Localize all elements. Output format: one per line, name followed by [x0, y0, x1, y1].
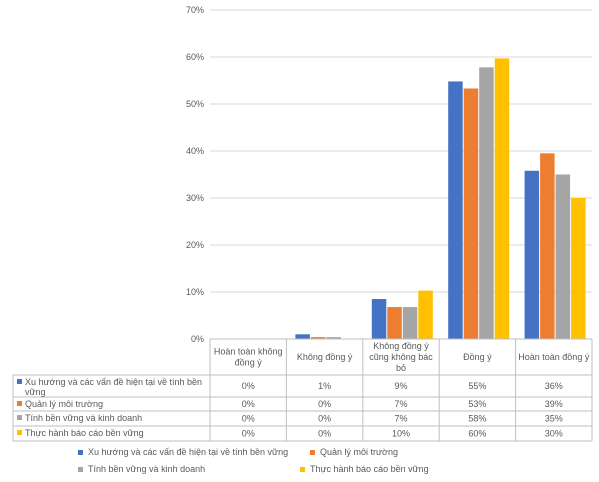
- legend-swatch: [78, 466, 83, 472]
- table-legend-key: [17, 430, 22, 435]
- legend-swatch: [310, 449, 315, 455]
- bar: [371, 299, 387, 339]
- table-value: 9%: [394, 381, 407, 391]
- category-label: bỏ: [396, 363, 406, 373]
- bar: [448, 81, 463, 339]
- bar: [540, 153, 555, 339]
- category-label: Không đồng ý: [373, 341, 429, 351]
- table-value: 0%: [242, 414, 255, 424]
- bar: [479, 67, 494, 339]
- legend-item: Thực hành báo cáo bền vững: [300, 464, 429, 474]
- table-series-label: vững: [25, 387, 46, 397]
- table-series-label: Thực hành báo cáo bền vững: [25, 428, 144, 438]
- table-value: 39%: [545, 399, 563, 409]
- legend-item: Tính bền vững và kinh doanh: [78, 464, 205, 474]
- category-label: Hoàn toàn không: [214, 347, 283, 357]
- y-tick-label: 60%: [186, 52, 204, 62]
- table-value: 30%: [545, 429, 563, 439]
- table-value: 53%: [468, 399, 486, 409]
- category-label: Hoàn toàn đồng ý: [518, 352, 590, 362]
- y-tick-label: 10%: [186, 287, 204, 297]
- bar: [555, 174, 571, 339]
- legend-swatch: [300, 466, 305, 472]
- category-label: Đồng ý: [463, 352, 492, 362]
- table-series-label: Quản lý môi trường: [25, 399, 103, 409]
- table-value: 60%: [468, 429, 486, 439]
- y-tick-label: 70%: [186, 5, 204, 15]
- table-value: 58%: [468, 414, 486, 424]
- bar: [310, 337, 326, 339]
- y-tick-label: 20%: [186, 240, 204, 250]
- table-value: 0%: [242, 381, 255, 391]
- y-tick-label: 0%: [191, 334, 204, 344]
- table-value: 0%: [318, 414, 331, 424]
- legend-label: Tính bền vững và kinh doanh: [88, 464, 206, 474]
- category-label: Không đồng ý: [297, 352, 353, 362]
- legend-swatch: [78, 449, 83, 455]
- legend-item: Quản lý môi trường: [310, 447, 398, 457]
- table-value: 10%: [392, 429, 410, 439]
- table-value: 7%: [394, 399, 407, 409]
- y-tick-label: 30%: [186, 193, 204, 203]
- bar: [295, 334, 310, 339]
- table-value: 0%: [318, 399, 331, 409]
- y-tick-label: 40%: [186, 146, 204, 156]
- bar: [571, 198, 586, 339]
- table-legend-key: [17, 401, 22, 406]
- table-value: 1%: [318, 381, 331, 391]
- bar: [402, 307, 418, 339]
- table-value: 0%: [318, 429, 331, 439]
- y-tick-label: 50%: [186, 99, 204, 109]
- table-series-label: Tính bền vững và kinh doanh: [25, 413, 142, 423]
- table-value: 0%: [242, 399, 255, 409]
- table-value: 0%: [242, 429, 255, 439]
- category-label: đồng ý: [235, 358, 263, 368]
- bar: [524, 170, 540, 339]
- category-label: cũng không bác: [369, 352, 433, 362]
- table-value: 35%: [545, 414, 563, 424]
- table-value: 7%: [394, 414, 407, 424]
- table-series-label: Xu hướng và các vấn đề hiện tại về tính …: [25, 377, 202, 387]
- bar: [418, 290, 433, 339]
- legend-label: Thực hành báo cáo bền vững: [310, 464, 429, 474]
- table-legend-key: [17, 415, 22, 420]
- bar: [326, 337, 341, 339]
- bar: [387, 307, 402, 339]
- bar: [494, 58, 510, 339]
- table-value: 55%: [468, 381, 486, 391]
- legend-label: Quản lý môi trường: [320, 447, 398, 457]
- table-value: 36%: [545, 381, 563, 391]
- table-legend-key: [17, 379, 22, 384]
- legend-label: Xu hướng và các vấn đề hiện tại về tính …: [88, 447, 289, 457]
- legend-item: Xu hướng và các vấn đề hiện tại về tính …: [78, 447, 288, 457]
- bar: [463, 88, 479, 340]
